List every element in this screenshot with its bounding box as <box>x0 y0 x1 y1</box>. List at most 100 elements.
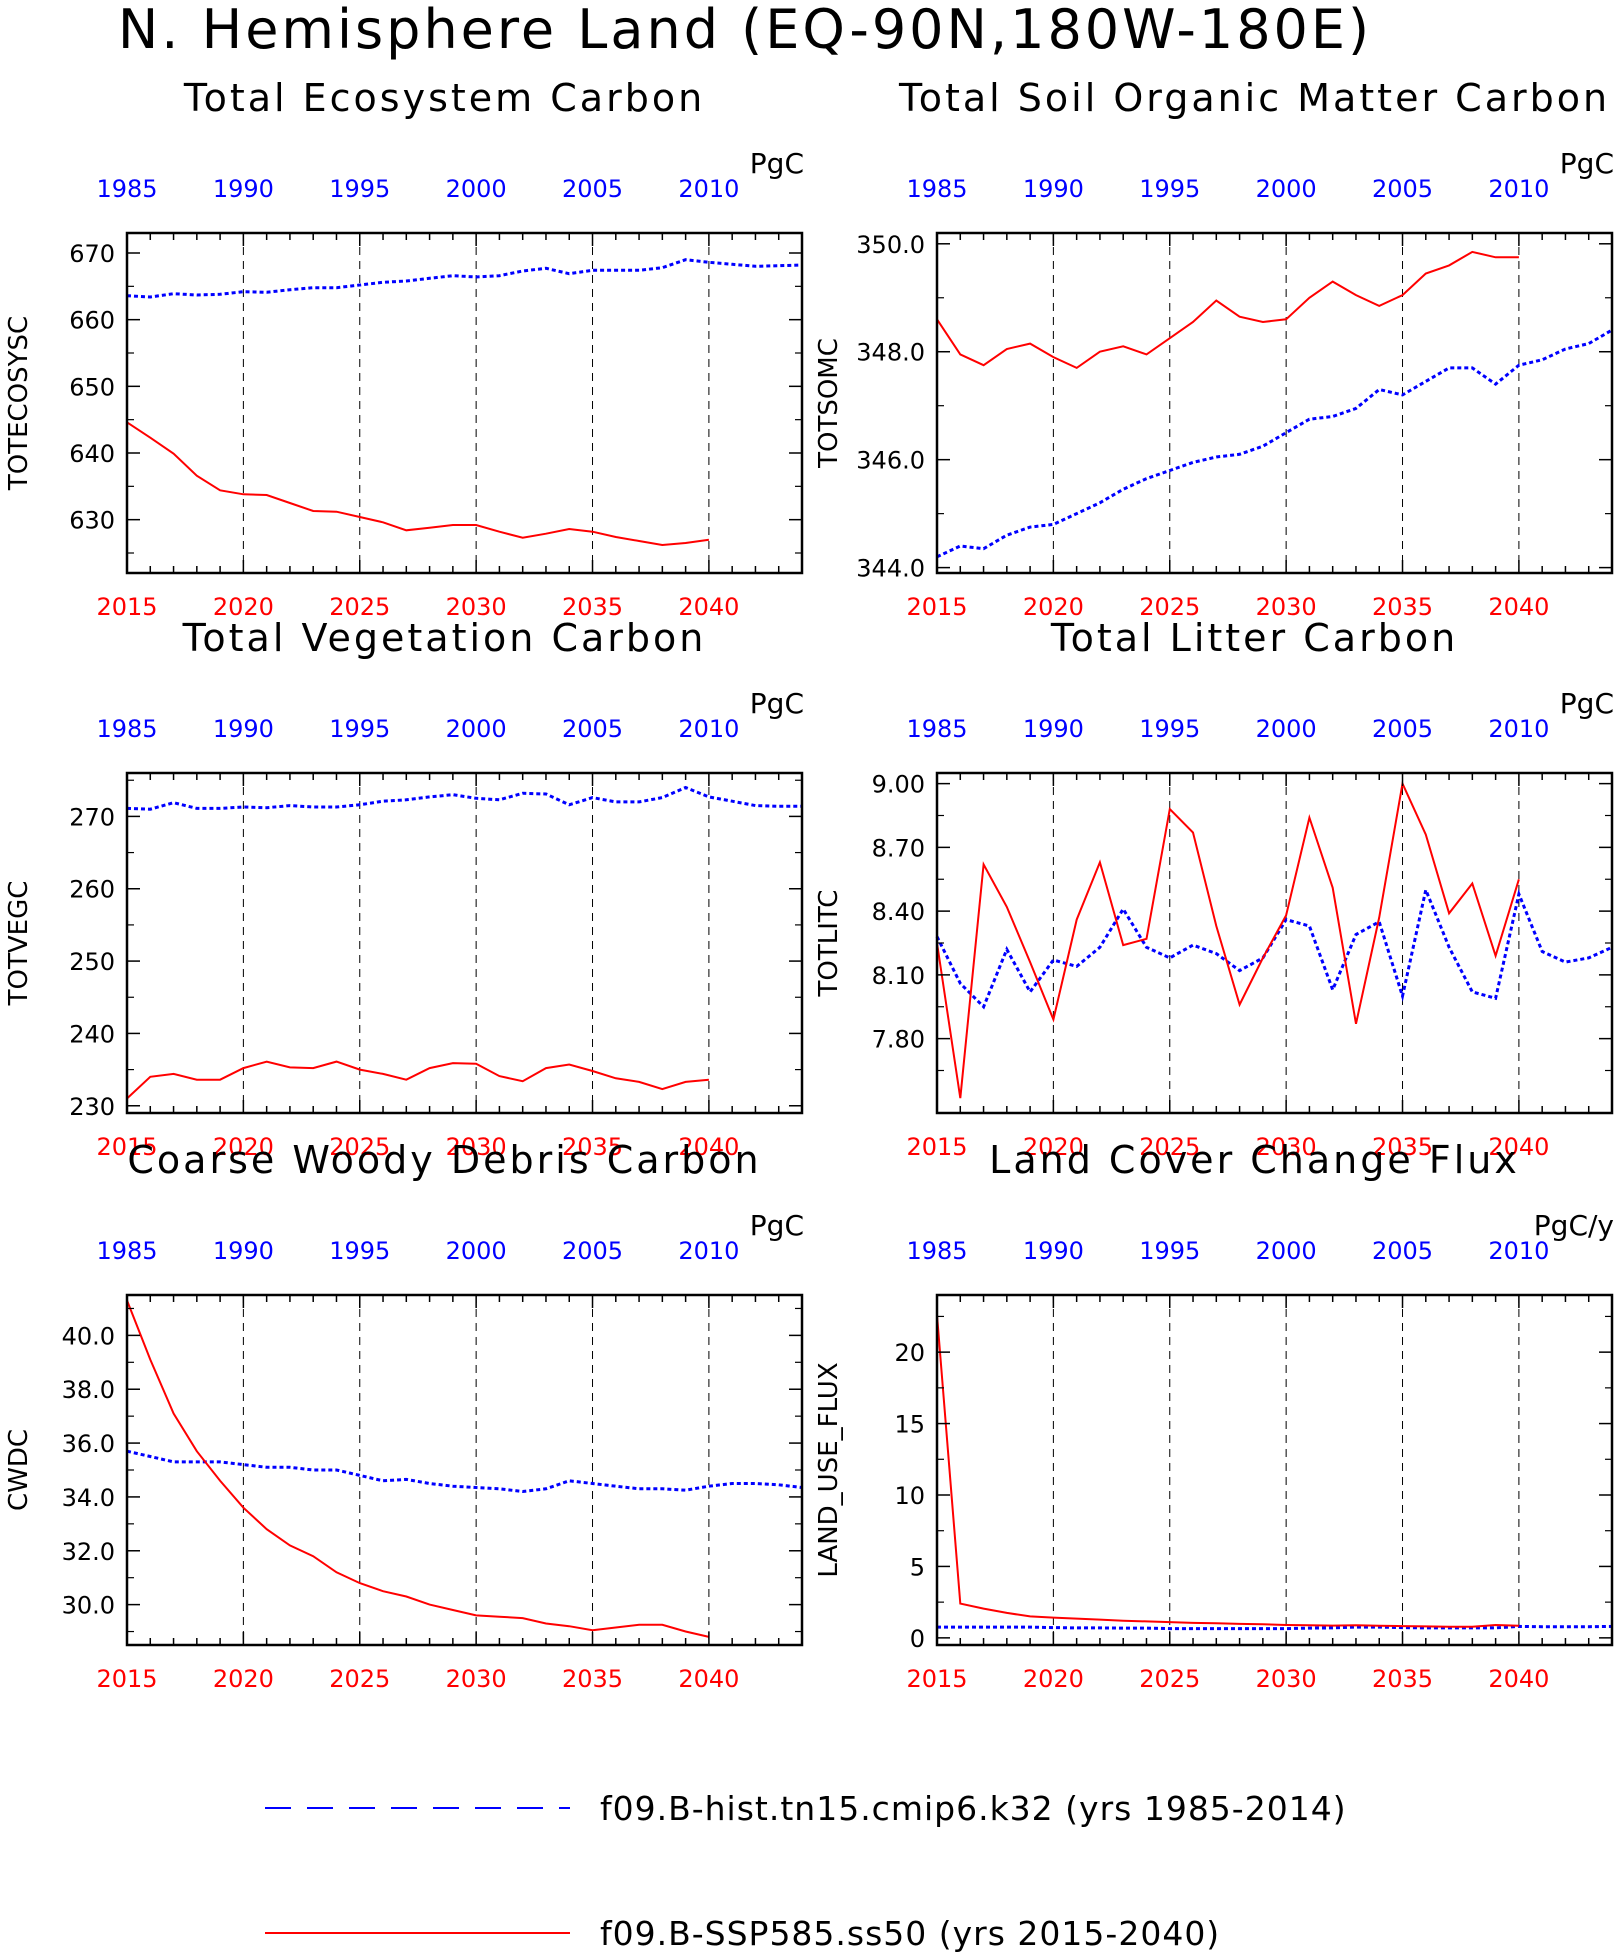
series-line-hist <box>937 1624 1613 1631</box>
x-tick-label-bottom: 2035 <box>1372 593 1433 621</box>
x-tick-label-bottom: 2035 <box>1372 1665 1433 1693</box>
y-tick-label: 348.0 <box>856 339 925 367</box>
y-tick-label: 0 <box>910 1625 925 1653</box>
x-tick-label-top: 2000 <box>446 715 507 743</box>
x-tick-label-bottom: 2025 <box>329 1133 390 1161</box>
y-tick-label: 650 <box>69 373 115 401</box>
y-axis-label: TOTVEGC <box>4 881 34 1007</box>
x-tick-label-top: 2005 <box>562 175 623 203</box>
legend: f09.B-hist.tn15.cmip6.k32 (yrs 1985-2014… <box>265 1789 1347 1953</box>
x-tick-label-bottom: 2020 <box>213 1665 274 1693</box>
x-tick-label-top: 2010 <box>1488 175 1549 203</box>
y-tick-label: 630 <box>69 507 115 535</box>
x-tick-label-bottom: 2020 <box>1023 1133 1084 1161</box>
x-tick-label-top: 2010 <box>678 715 739 743</box>
y-tick-label: 230 <box>69 1093 115 1121</box>
y-tick-label: 9.00 <box>872 771 925 799</box>
y-tick-label: 10 <box>894 1482 925 1510</box>
figure-title: N. Hemisphere Land (EQ-90N,180W-180E) <box>118 0 1372 61</box>
series-line-hist <box>936 328 1613 559</box>
plot-frame <box>935 771 1614 1115</box>
y-tick-label: 346.0 <box>856 447 925 475</box>
x-tick-label-bottom: 2015 <box>906 593 967 621</box>
x-tick-label-top: 1995 <box>329 175 390 203</box>
x-tick-label-bottom: 2030 <box>1256 593 1317 621</box>
x-tick-label-top: 1990 <box>1023 175 1084 203</box>
x-tick-label-top: 1995 <box>1139 715 1200 743</box>
y-tick-label: 640 <box>69 440 115 468</box>
y-tick-label: 670 <box>69 240 115 268</box>
y-tick-label: 34.0 <box>62 1484 115 1512</box>
legend-hist-label: f09.B-hist.tn15.cmip6.k32 (yrs 1985-2014… <box>600 1789 1347 1828</box>
x-tick-label-bottom: 2030 <box>446 1665 507 1693</box>
x-tick-label-top: 1995 <box>1139 1237 1200 1265</box>
x-tick-label-top: 1985 <box>906 175 967 203</box>
x-tick-label-bottom: 2035 <box>562 1133 623 1161</box>
panel-title: Total Vegetation Carbon <box>182 616 707 660</box>
chart-panel-3: Total Vegetation Carbon 2015 2020 2025 2030 2… <box>4 616 804 1161</box>
y-tick-label: 15 <box>894 1411 925 1439</box>
y-tick-label: 30.0 <box>62 1592 115 1620</box>
y-tick-label: 40.0 <box>62 1322 115 1350</box>
y-axis-label: TOTLITC <box>814 890 844 998</box>
x-tick-label-bottom: 2020 <box>213 1133 274 1161</box>
plot-frame <box>935 1293 1614 1647</box>
series-line-hist <box>126 258 803 299</box>
x-tick-label-top: 2010 <box>1488 715 1549 743</box>
x-tick-label-top: 2000 <box>1256 715 1317 743</box>
plot-frame <box>125 771 804 1115</box>
x-tick-label-top: 1990 <box>213 175 274 203</box>
y-axis-label: CWDC <box>4 1429 34 1511</box>
x-tick-label-top: 2005 <box>1372 715 1433 743</box>
y-tick-label: 350.0 <box>856 231 925 259</box>
y-tick-label: 8.40 <box>872 898 925 926</box>
x-tick-label-bottom: 2020 <box>1023 593 1084 621</box>
x-tick-label-top: 1985 <box>906 1237 967 1265</box>
x-tick-label-bottom: 2020 <box>213 593 274 621</box>
x-tick-label-bottom: 2030 <box>1256 1133 1317 1161</box>
y-tick-label: 270 <box>69 803 115 831</box>
series-line-hist <box>935 884 1613 1010</box>
units-label: PgC <box>750 1209 804 1242</box>
y-tick-label: 344.0 <box>856 555 925 583</box>
x-tick-label-top: 1985 <box>906 715 967 743</box>
x-tick-label-bottom: 2040 <box>678 1665 739 1693</box>
x-tick-label-top: 2005 <box>1372 175 1433 203</box>
x-tick-label-top: 1985 <box>96 715 157 743</box>
chart-panel-5: Coarse Woody Debris Carbon 2015 2020 2025 20… <box>4 1138 804 1693</box>
x-tick-label-bottom: 2025 <box>1139 1665 1200 1693</box>
x-tick-label-bottom: 2025 <box>1139 1133 1200 1161</box>
x-tick-label-bottom: 2015 <box>96 1665 157 1693</box>
x-tick-label-top: 2010 <box>678 1237 739 1265</box>
units-label: PgC <box>1560 147 1614 180</box>
x-tick-label-top: 2000 <box>1256 175 1317 203</box>
y-tick-label: 250 <box>69 948 115 976</box>
series-line-ssp <box>936 780 1520 1099</box>
plot-frame <box>125 1293 804 1647</box>
y-tick-label: 7.80 <box>872 1026 925 1054</box>
chart-panel-1: Total Ecosystem Carbon 2015 2020 2025 2030 20… <box>4 76 804 621</box>
x-tick-label-bottom: 2025 <box>1139 593 1200 621</box>
x-tick-label-top: 1990 <box>213 715 274 743</box>
panel-title: Total Litter Carbon <box>1050 616 1458 660</box>
y-tick-label: 5 <box>910 1553 925 1581</box>
x-tick-label-bottom: 2040 <box>678 593 739 621</box>
plot-frame <box>935 231 1614 575</box>
y-axis-label: TOTECOSYSC <box>4 316 34 491</box>
plot-frame <box>125 231 804 575</box>
x-tick-label-top: 2005 <box>1372 1237 1433 1265</box>
x-tick-label-bottom: 2040 <box>678 1133 739 1161</box>
chart-panel-4: Total Litter Carbon 2015 2020 2025 2030 2035 2… <box>814 616 1614 1161</box>
x-tick-label-top: 1985 <box>96 1237 157 1265</box>
x-tick-label-top: 1995 <box>329 1237 390 1265</box>
x-tick-label-bottom: 2015 <box>906 1665 967 1693</box>
series-line-ssp <box>126 1060 709 1100</box>
y-axis-label: LAND_USE_FLUX <box>814 1362 844 1577</box>
series-line-hist <box>126 785 802 811</box>
x-tick-label-bottom: 2030 <box>446 593 507 621</box>
x-tick-label-bottom: 2025 <box>329 1665 390 1693</box>
x-tick-label-top: 2005 <box>562 1237 623 1265</box>
